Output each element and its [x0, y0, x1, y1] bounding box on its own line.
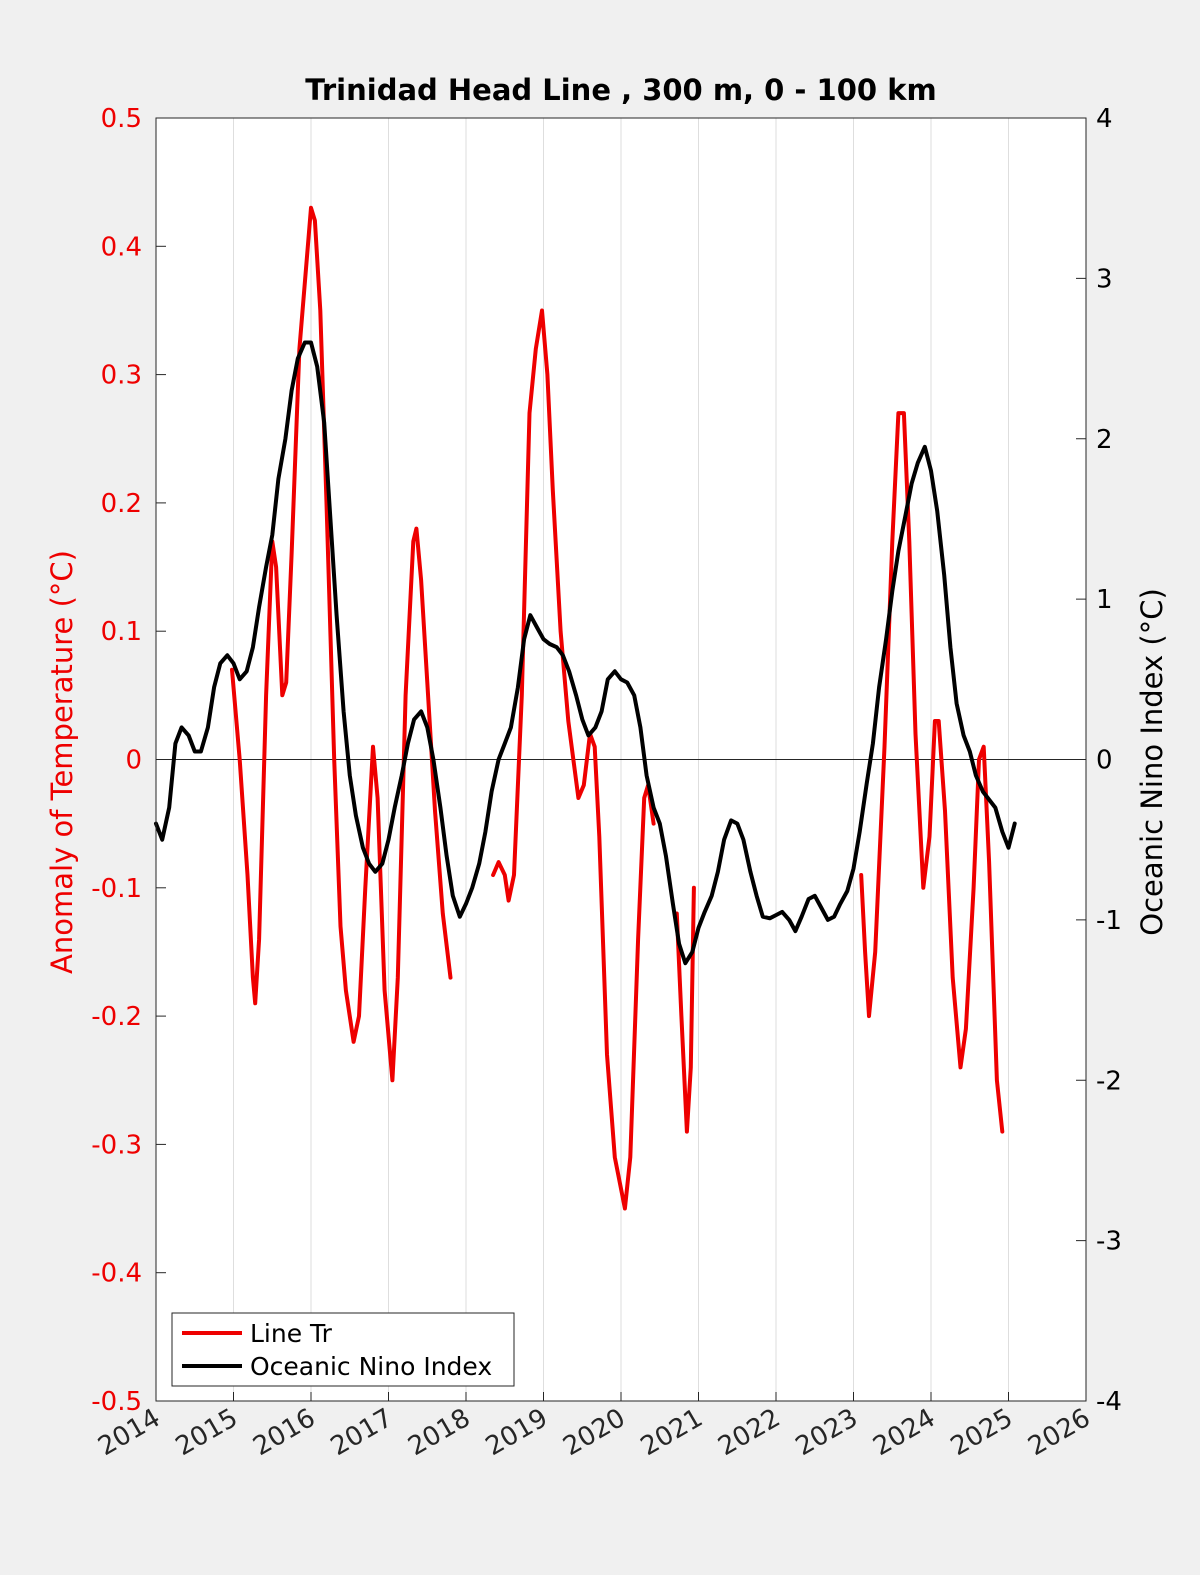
y-right-tick-label: -1 — [1096, 906, 1122, 936]
line-tr-series-segment — [230, 205, 453, 1083]
y-left-tick-label: 0.3 — [101, 361, 142, 391]
y-right-tick-label: -3 — [1096, 1227, 1122, 1257]
y-right-tick-label: 1 — [1096, 585, 1113, 615]
y-left-tick-label: -0.2 — [91, 1002, 142, 1032]
legend-label-line-tr: Line Tr — [250, 1319, 333, 1348]
legend-box — [171, 1312, 515, 1387]
oni-series-segment — [154, 340, 1017, 966]
y-right-tick-label: -4 — [1096, 1387, 1122, 1417]
y-right-tick-label: 2 — [1096, 425, 1113, 455]
y-left-tick-label: 0.5 — [101, 104, 142, 134]
y-right-tick-label: -2 — [1096, 1066, 1122, 1096]
legend-label-oni: Oceanic Nino Index — [250, 1352, 492, 1381]
y-left-tick-label: 0.2 — [101, 489, 142, 519]
y-left-tick-label: -0.1 — [91, 874, 142, 904]
y-left-tick-label: -0.4 — [91, 1259, 142, 1289]
y-left-tick-label: -0.3 — [91, 1130, 142, 1160]
y-left-tick-label: -0.5 — [91, 1387, 142, 1417]
line-tr-series-segment — [859, 411, 1005, 1134]
y-right-tick-label: 3 — [1096, 264, 1113, 294]
line-tr-series-segment — [674, 885, 696, 1134]
y-left-tick-label: 0 — [125, 746, 142, 776]
y-right-tick-label: 4 — [1096, 104, 1113, 134]
y-left-tick-label: 0.4 — [101, 232, 142, 262]
y-axis-right-label: Oceanic Nino Index (°C) — [1135, 588, 1169, 936]
line-tr-series-segment — [491, 308, 656, 1211]
series-layer — [154, 205, 1017, 1211]
legend: Line Tr Oceanic Nino Index — [171, 1312, 515, 1387]
y-left-tick-label: 0.1 — [101, 617, 142, 647]
chart-title: Trinidad Head Line , 300 m, 0 - 100 km — [305, 73, 936, 107]
y-right-tick-label: 0 — [1096, 746, 1113, 776]
y-axis-left-label: Anomaly of Temperature (°C) — [45, 550, 79, 974]
